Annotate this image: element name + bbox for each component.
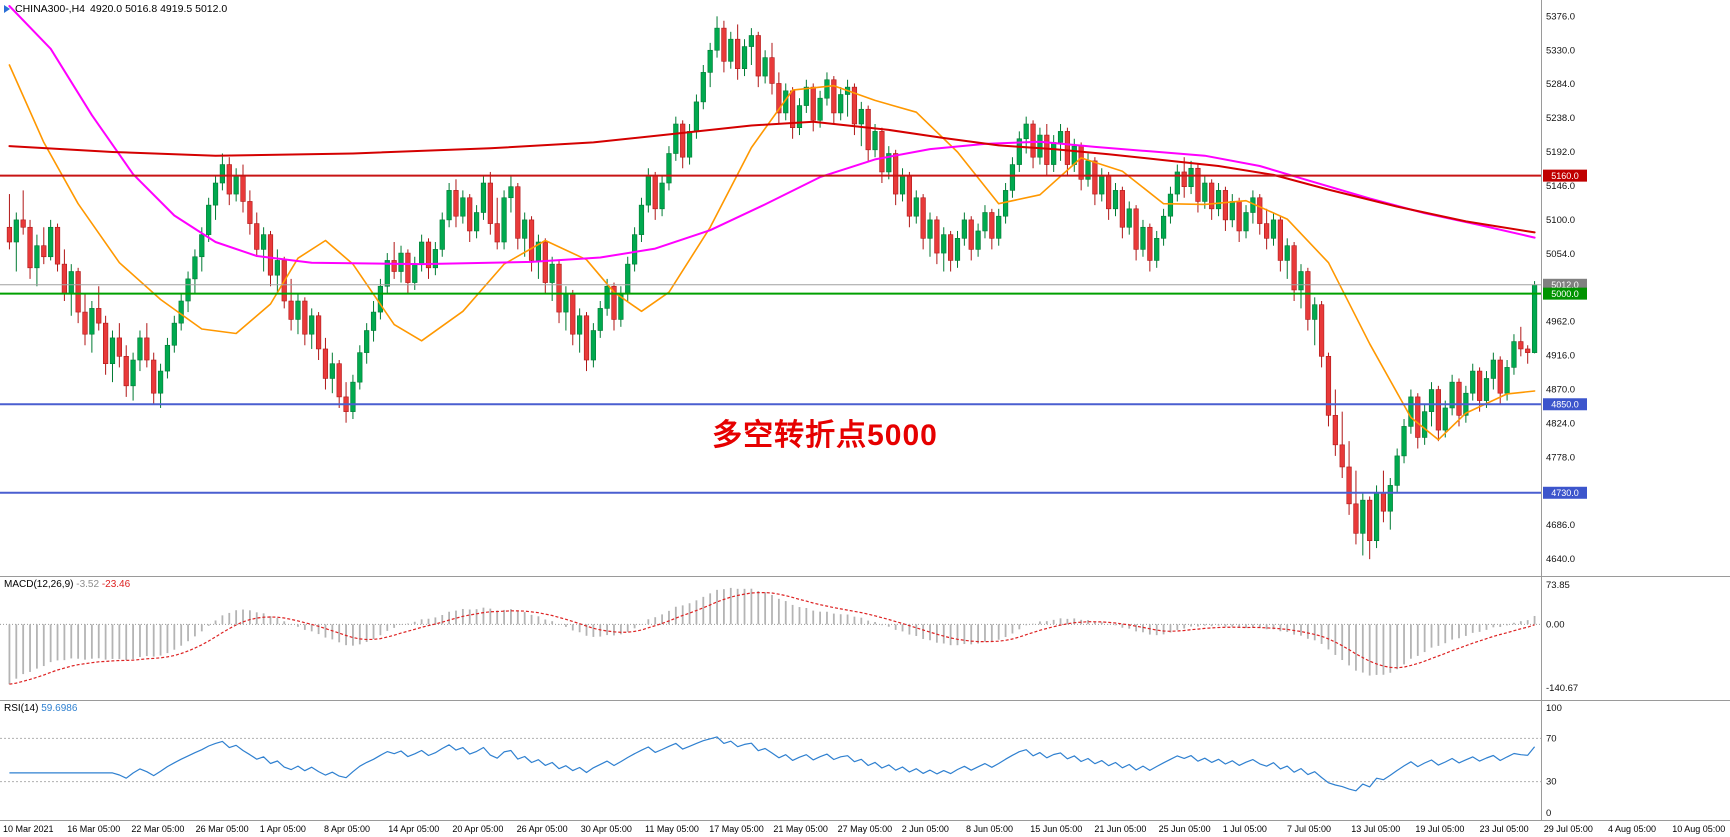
price-tick: 5192.0 <box>1546 147 1575 158</box>
macd-histogram <box>8 587 1536 685</box>
price-badge-4850.0: 4850.0 <box>1543 398 1587 411</box>
price-tick: 5054.0 <box>1546 249 1575 260</box>
time-label: 10 Aug 05:00 <box>1672 824 1726 834</box>
symbol-title: CHINA300-,H4 <box>15 3 86 15</box>
time-label: 1 Apr 05:00 <box>259 824 306 834</box>
price-scale: 5376.0 5330.0 5284.0 5238.0 5192.0 5146.0 5100… <box>1546 11 1575 565</box>
price-tick: 5376.0 <box>1546 11 1575 22</box>
price-badge-5000.0: 5000.0 <box>1543 287 1587 300</box>
rsi-value: 59.6986 <box>41 703 78 714</box>
time-label: 19 Jul 05:00 <box>1415 824 1465 834</box>
rsi-name: RSI(14) <box>4 703 39 714</box>
macd-scale: 73.85 0.00 -140.67 <box>1546 580 1578 694</box>
rsi-tick: 100 <box>1546 703 1562 714</box>
macd-tick: 0.00 <box>1546 619 1565 630</box>
time-axis[interactable]: 10 Mar 2021 16 Mar 05:00 22 Mar 05:00 26 Ma… <box>0 821 1730 837</box>
rsi-label: RSI(14) 59.6986 <box>4 703 77 714</box>
ma-medium <box>8 64 1536 441</box>
svg-text:4730.0: 4730.0 <box>1551 488 1579 498</box>
time-label: 8 Jun 05:00 <box>966 824 1014 834</box>
price-tick: 5100.0 <box>1546 215 1575 226</box>
rsi-line <box>9 736 1536 792</box>
time-label: 10 Mar 2021 <box>3 824 54 834</box>
price-tick: 4640.0 <box>1546 554 1575 565</box>
macd-tick: 73.85 <box>1546 580 1570 591</box>
rsi-panel[interactable]: 100 70 30 0 RSI(14) 59.6986 <box>0 701 1730 821</box>
time-label: 30 Apr 05:00 <box>580 824 632 834</box>
svg-text:5160.0: 5160.0 <box>1551 171 1579 181</box>
rsi-tick: 30 <box>1546 777 1557 788</box>
ma-slow <box>8 5 1536 266</box>
price-tick: 4870.0 <box>1546 385 1575 396</box>
rsi-tick: 0 <box>1546 808 1551 819</box>
time-label: 15 Jun 05:00 <box>1030 824 1083 834</box>
time-label: 13 Jul 05:00 <box>1351 824 1401 834</box>
price-tick: 5238.0 <box>1546 113 1575 124</box>
price-tick: 5146.0 <box>1546 181 1575 192</box>
macd-label: MACD(12,26,9) -3.52 -23.46 <box>4 579 130 590</box>
price-tick: 4824.0 <box>1546 418 1575 429</box>
time-label: 17 May 05:00 <box>709 824 764 834</box>
time-label: 14 Apr 05:00 <box>388 824 440 834</box>
price-tick: 4916.0 <box>1546 351 1575 362</box>
rsi-plot[interactable]: 100 70 30 0 <box>0 701 1730 820</box>
svg-text:4850.0: 4850.0 <box>1551 399 1579 409</box>
time-label: 22 Mar 05:00 <box>131 824 185 834</box>
time-label: 27 May 05:00 <box>837 824 893 834</box>
price-tick: 4778.0 <box>1546 452 1575 463</box>
price-tick: 5330.0 <box>1546 45 1575 56</box>
rsi-tick: 70 <box>1546 733 1557 744</box>
price-plot[interactable]: 5376.0 5330.0 5284.0 5238.0 5192.0 5146.0 5100… <box>0 0 1730 576</box>
chart-header: CHINA300-,H4 4920.0 5016.8 4919.5 5012.0 <box>4 3 227 15</box>
time-label: 21 May 05:00 <box>773 824 828 834</box>
macd-signal-value: -23.46 <box>101 579 131 590</box>
price-panel[interactable]: 5376.0 5330.0 5284.0 5238.0 5192.0 5146.0 5100… <box>0 0 1730 577</box>
price-tick: 4962.0 <box>1546 317 1575 328</box>
macd-panel[interactable]: 73.85 0.00 -140.67 MACD(12,26,9) -3.52 -23… <box>0 577 1730 701</box>
ma-trend <box>8 120 1536 234</box>
time-label: 16 Mar 05:00 <box>67 824 121 834</box>
time-label: 20 Apr 05:00 <box>452 824 504 834</box>
price-annotation: 多空转折点5000 <box>712 419 938 452</box>
macd-tick: -140.67 <box>1546 683 1578 694</box>
time-label: 11 May 05:00 <box>645 824 699 834</box>
time-label: 8 Apr 05:00 <box>324 824 371 834</box>
svg-text:5000.0: 5000.0 <box>1551 289 1579 299</box>
time-label: 7 Jul 05:00 <box>1287 824 1332 834</box>
rsi-scale: 100 70 30 0 <box>1546 703 1562 819</box>
macd-name: MACD(12,26,9) <box>4 579 74 590</box>
time-label: 26 Apr 05:00 <box>516 824 568 834</box>
time-label: 23 Jul 05:00 <box>1479 824 1529 834</box>
symbol-marker-icon <box>4 5 10 13</box>
time-label: 4 Aug 05:00 <box>1608 824 1657 834</box>
price-badge-5160.0: 5160.0 <box>1543 169 1587 182</box>
price-tick: 4686.0 <box>1546 520 1575 531</box>
svg-text:5012.0: 5012.0 <box>1551 280 1579 290</box>
macd-main-value: -3.52 <box>76 579 100 590</box>
time-label: 29 Jul 05:00 <box>1543 824 1593 834</box>
time-label: 26 Mar 05:00 <box>195 824 249 834</box>
candles-layer <box>6 16 1538 560</box>
time-label: 2 Jun 05:00 <box>901 824 949 834</box>
ohlc-values: 4920.0 5016.8 4919.5 5012.0 <box>90 3 228 15</box>
time-label: 25 Jun 05:00 <box>1158 824 1211 834</box>
price-tick: 5284.0 <box>1546 79 1575 90</box>
time-label: 21 Jun 05:00 <box>1094 824 1147 834</box>
price-badge-4730.0: 4730.0 <box>1543 486 1587 499</box>
macd-plot[interactable]: 73.85 0.00 -140.67 <box>0 577 1730 700</box>
macd-signal-line <box>9 592 1535 685</box>
time-label: 1 Jul 05:00 <box>1222 824 1267 834</box>
